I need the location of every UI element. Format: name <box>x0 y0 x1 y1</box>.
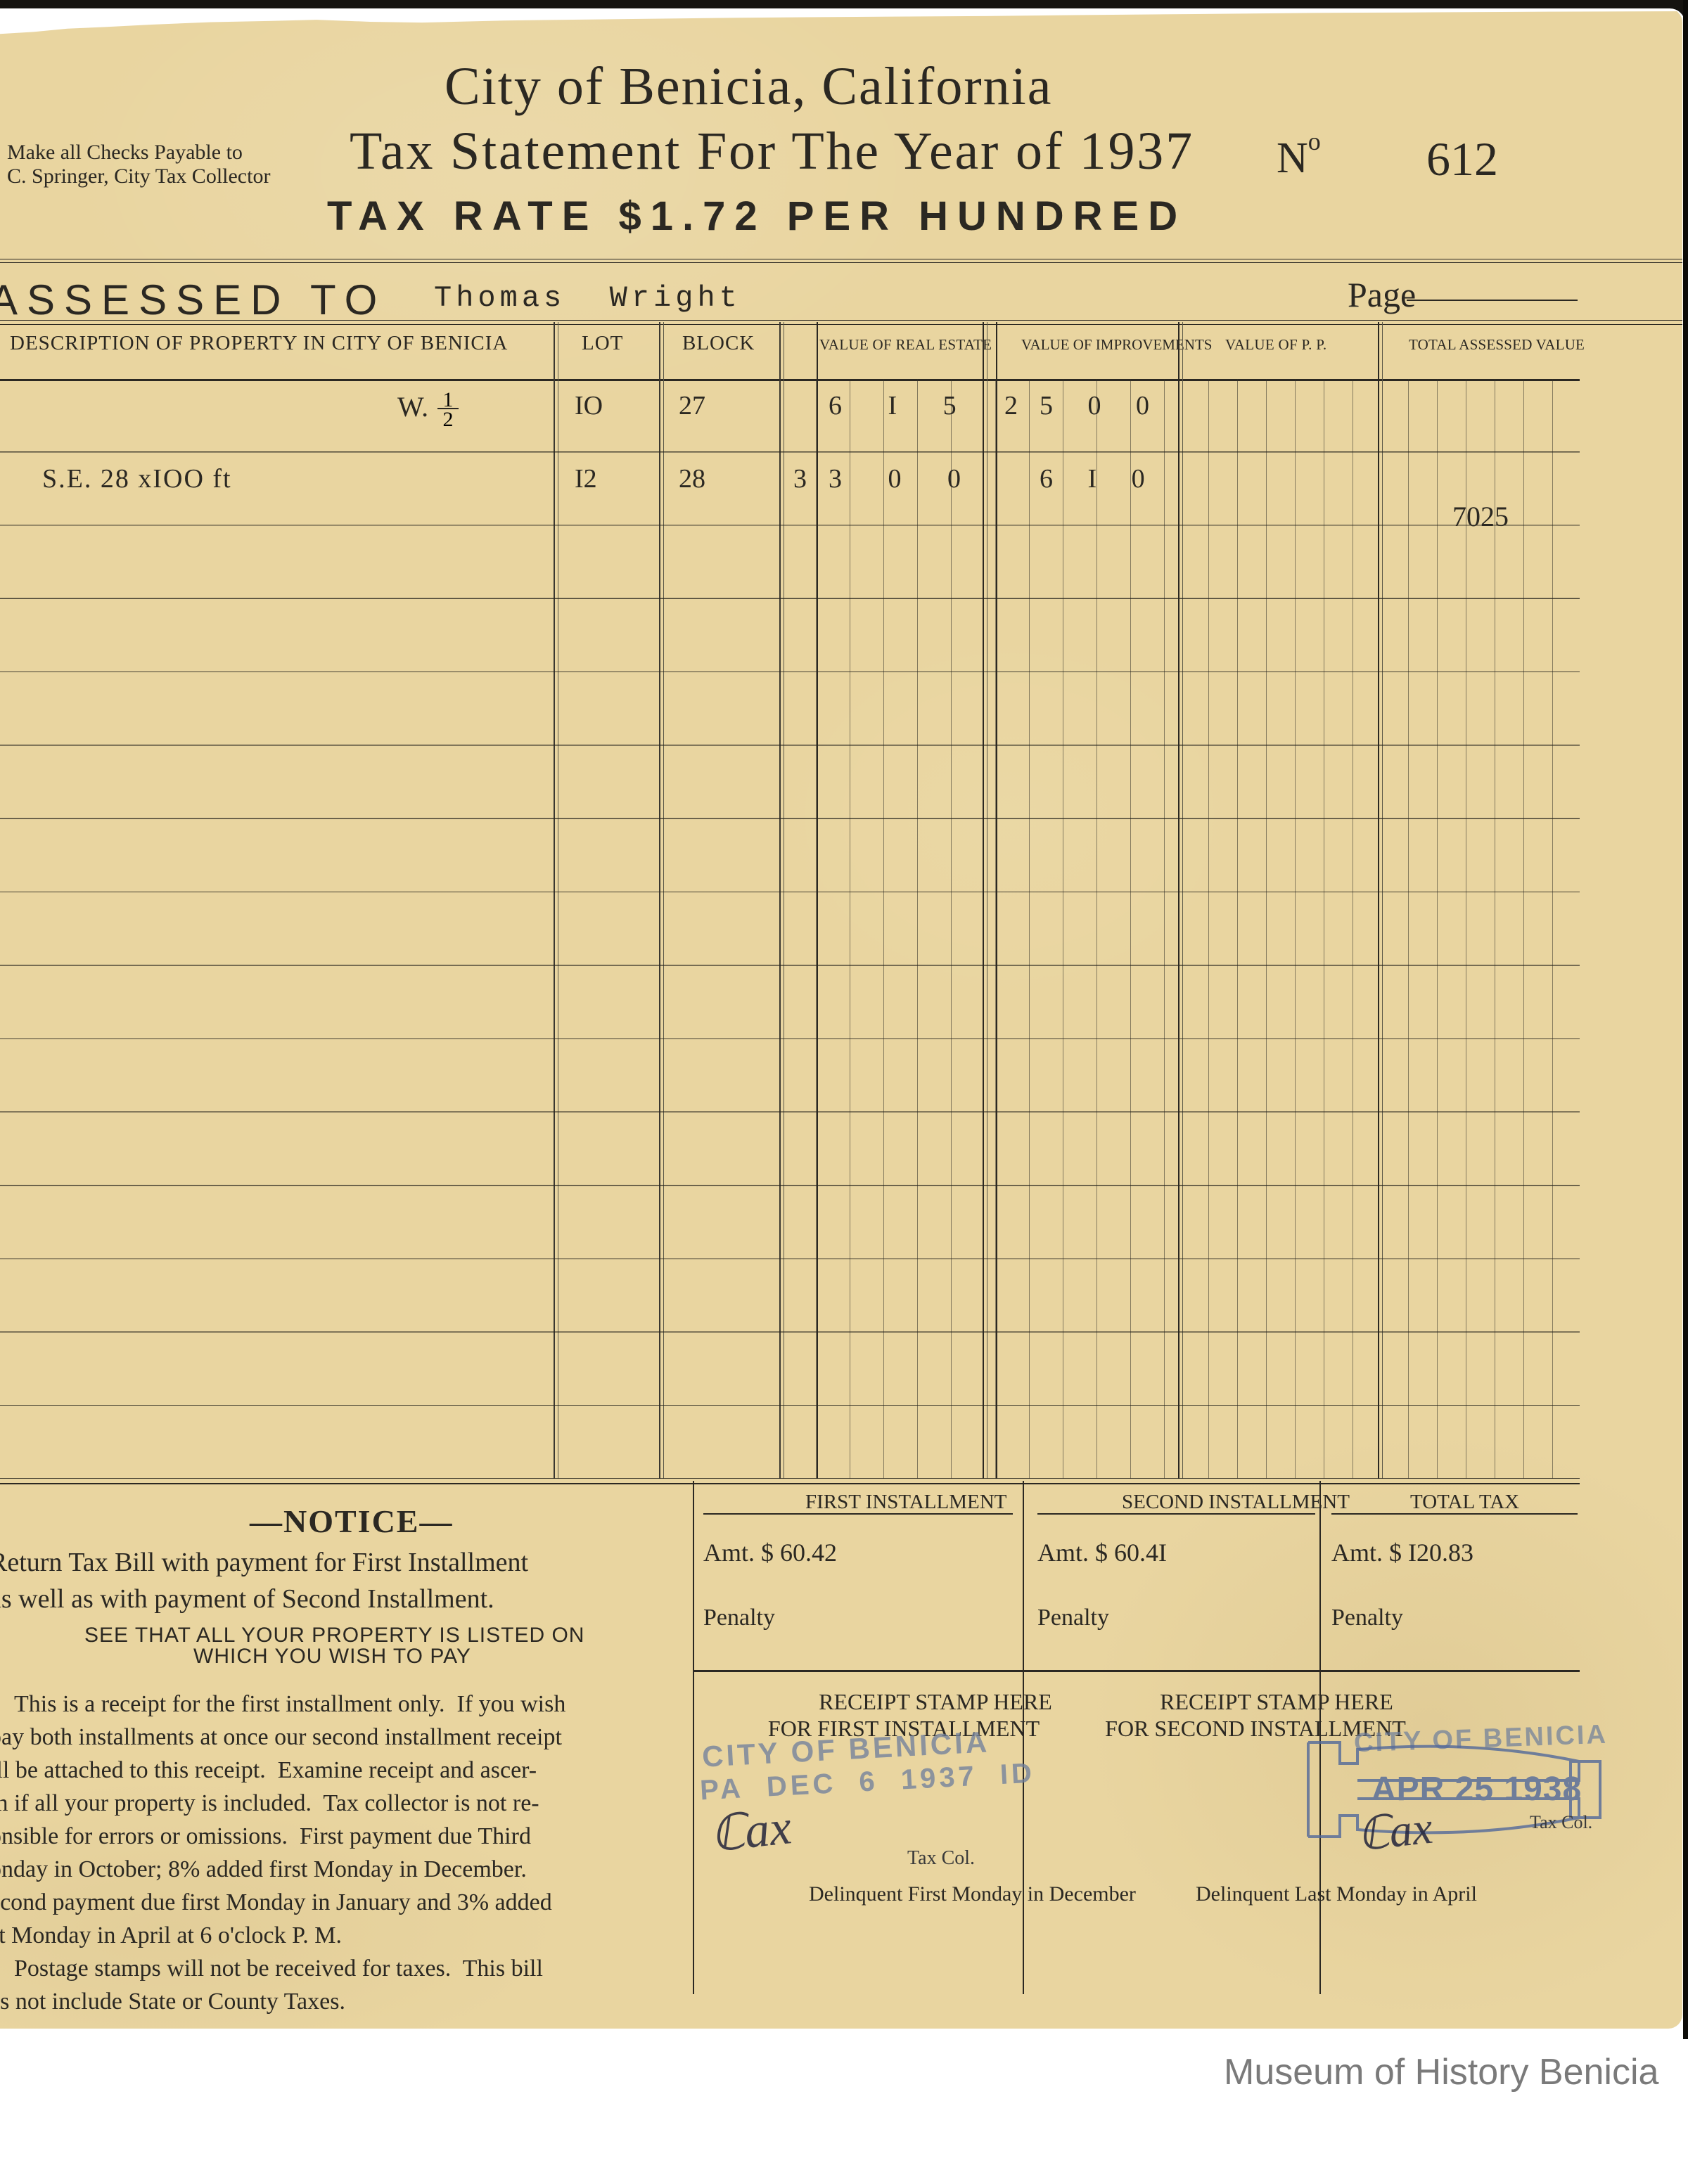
svg-text:APR 25 1938: APR 25 1938 <box>1372 1771 1582 1808</box>
